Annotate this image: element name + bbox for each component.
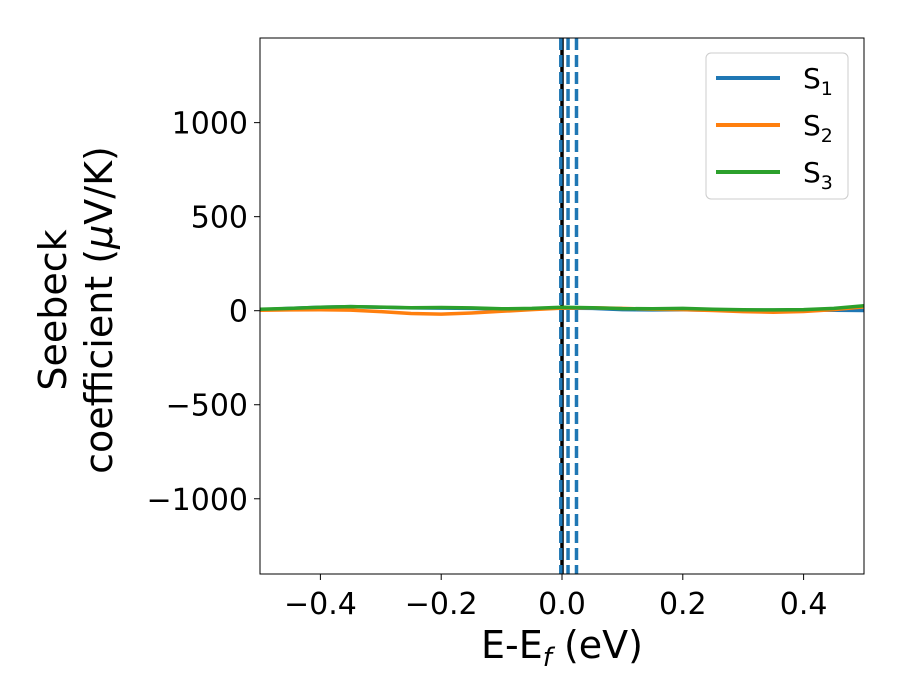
y-tick-label: −500 [166, 389, 248, 424]
legend-label-main: S [803, 109, 821, 142]
x-tick-label: 0.4 [780, 587, 828, 622]
y-axis-label-line2: coefficient (μV/K) [77, 146, 121, 474]
legend-label-sub: 2 [821, 125, 833, 147]
y-axis-label-prefix: coefficient ( [77, 249, 121, 474]
legend-label-1: S1 [803, 62, 833, 100]
series-lines [260, 304, 864, 316]
y-axis-ticks: −1000 −500 0 500 1000 [147, 107, 260, 518]
x-axis-label-tail: (eV) [552, 623, 643, 667]
y-tick-label: 500 [191, 201, 248, 236]
series-line-3 [260, 304, 864, 312]
legend-label-sub: 1 [821, 78, 833, 100]
y-tick-label: −1000 [147, 483, 248, 518]
y-axis-label-line1: Seebeck [31, 229, 75, 390]
legend-label-3: S3 [803, 156, 833, 194]
x-tick-label: 0.0 [538, 587, 586, 622]
x-axis-label-main: E-E [481, 623, 543, 667]
y-axis-label-mu: μ [77, 225, 121, 250]
y-tick-label: 0 [229, 295, 248, 330]
x-tick-label: −0.4 [284, 587, 357, 622]
legend-label-2: S2 [803, 109, 833, 147]
x-tick-label: 0.2 [659, 587, 707, 622]
x-axis-label: E-Ef (eV) [481, 623, 643, 673]
x-tick-label: −0.2 [405, 587, 478, 622]
legend-label-sub: 3 [821, 172, 833, 194]
legend-label-main: S [803, 156, 821, 189]
y-tick-label: 1000 [172, 107, 248, 142]
x-axis-ticks: −0.4 −0.2 0.0 0.2 0.4 [284, 574, 827, 622]
y-axis-label: Seebeck coefficient (μV/K) [31, 146, 121, 474]
y-axis-label-unit: V/K) [77, 146, 121, 225]
legend-label-main: S [803, 62, 821, 95]
